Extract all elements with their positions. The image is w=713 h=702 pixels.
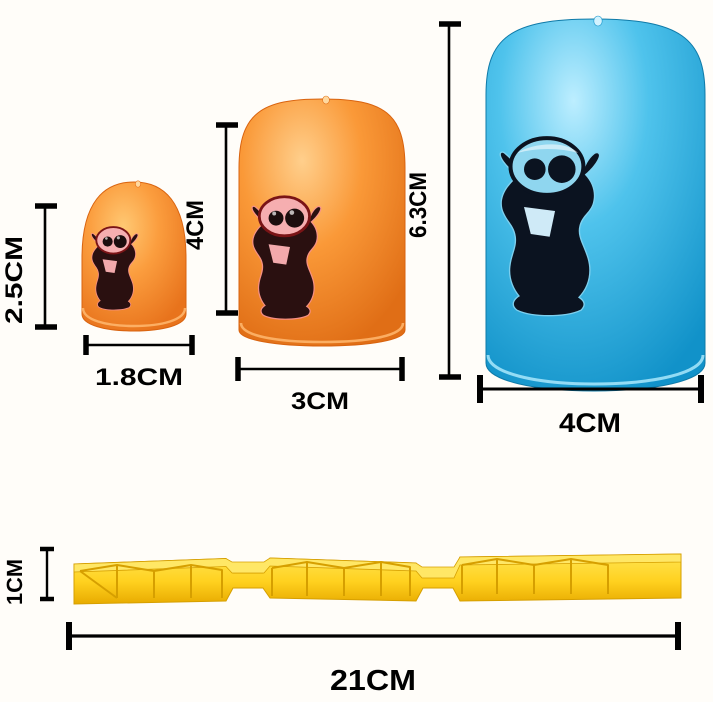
svg-text:6.3CM: 6.3CM	[405, 172, 432, 238]
svg-text:4CM: 4CM	[559, 408, 621, 438]
svg-text:21CM: 21CM	[330, 665, 416, 697]
svg-text:2.5CM: 2.5CM	[1, 236, 28, 324]
svg-text:4CM: 4CM	[182, 200, 209, 250]
svg-text:1.8CM: 1.8CM	[95, 364, 183, 391]
svg-text:3CM: 3CM	[291, 388, 349, 415]
svg-text:1CM: 1CM	[2, 559, 27, 605]
